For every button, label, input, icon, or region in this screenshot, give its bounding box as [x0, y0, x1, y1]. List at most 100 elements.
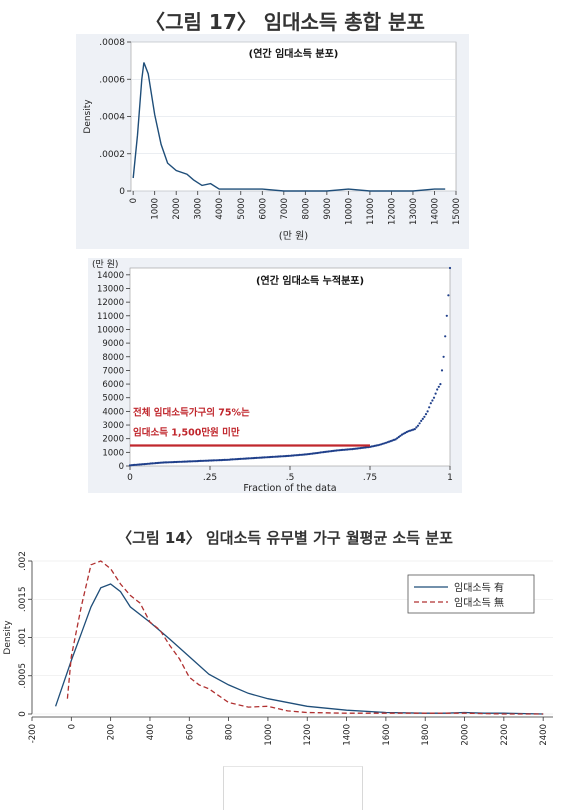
scatter-point — [336, 449, 340, 452]
scatter-point — [282, 455, 285, 458]
figure-17-title: 〈그림 17〉 임대소득 총합 분포 — [145, 10, 425, 34]
scatter-point — [192, 460, 196, 463]
scatter-point — [207, 459, 210, 462]
scatter-point — [444, 335, 447, 338]
figure-14-title: 〈그림 14〉 임대소득 유무별 가구 월평균 소득 분포 — [117, 529, 453, 547]
x-tick-label: 7000 — [280, 198, 290, 220]
y-tick-label: 0 — [119, 187, 125, 197]
scatter-point — [327, 450, 330, 453]
annotation-line-1: 전체 임대소득가구의 75%는 — [133, 407, 250, 419]
y-tick-label: .0005 — [18, 663, 28, 689]
scatter-point — [271, 455, 274, 458]
scatter-point — [223, 458, 226, 461]
y-tick-label: 1000 — [102, 448, 124, 458]
scatter-point — [184, 460, 188, 463]
scatter-point — [261, 456, 264, 459]
blank-box — [223, 766, 363, 810]
scatter-point — [359, 447, 362, 450]
x-tick-label: 400 — [146, 724, 156, 740]
scatter-point — [239, 457, 242, 460]
scatter-point — [229, 458, 232, 461]
scatter-point — [413, 428, 416, 431]
scatter-point — [170, 461, 173, 464]
scatter-point — [186, 460, 189, 463]
scatter-point — [351, 448, 354, 451]
scatter-point — [208, 459, 212, 462]
y-tick-label: 10000 — [97, 325, 124, 335]
scatter-point — [293, 454, 296, 457]
x-tick-label: 3000 — [194, 198, 204, 220]
scatter-point — [144, 462, 148, 466]
scatter-point — [149, 462, 152, 465]
scatter-point — [252, 457, 255, 460]
scatter-point — [303, 453, 306, 456]
x-tick-label: 1000 — [151, 198, 161, 220]
x-tick-label: 9000 — [323, 198, 333, 220]
x-tick-label: 600 — [185, 724, 195, 740]
scatter-point — [221, 458, 224, 462]
scatter-point — [210, 459, 213, 462]
cumulative-chart-svg: 0 1000 2000 3000 4000 5000 6000 7000 8000 9000 100… — [92, 259, 453, 494]
scatter-point — [250, 457, 253, 460]
scatter-point — [343, 448, 346, 451]
y-tick-label: .0006 — [99, 75, 125, 85]
scatter-point — [356, 447, 359, 450]
scatter-point — [247, 457, 250, 460]
scatter-point — [346, 448, 349, 451]
scatter-point — [290, 454, 293, 457]
scatter-point — [415, 426, 418, 429]
scatter-point — [200, 459, 204, 462]
scatter-point — [306, 453, 309, 456]
scatter-point — [228, 458, 231, 461]
scatter-point — [176, 460, 180, 463]
scatter-point — [188, 460, 191, 463]
scatter-point — [264, 456, 268, 459]
scatter-point — [236, 458, 239, 461]
scatter-point — [431, 399, 434, 402]
scatter-point — [220, 459, 223, 462]
x-tick-label: 200 — [107, 724, 117, 740]
scatter-point — [160, 461, 164, 464]
y-tick-label: 3000 — [102, 421, 124, 431]
x-axis-label: Fraction of the data — [243, 483, 336, 493]
x-tick-label: 800 — [225, 724, 235, 740]
scatter-point — [196, 460, 199, 463]
scatter-point — [436, 388, 439, 391]
scatter-point — [205, 459, 208, 462]
legend-label-with: 임대소득 有 — [454, 581, 504, 594]
scatter-point — [292, 454, 295, 457]
scatter-point — [304, 453, 308, 456]
scatter-point — [333, 449, 336, 452]
y-tick-label: 2000 — [102, 435, 124, 445]
density-chart-svg: 0 .0002 .0004 .0006 .0008 0 1000 2000 3000 4000 50… — [83, 38, 462, 242]
scatter-point — [349, 448, 352, 451]
scatter-point — [266, 456, 269, 459]
scatter-point — [404, 431, 407, 434]
scatter-point — [231, 458, 234, 461]
legend-label-without: 임대소득 無 — [454, 596, 504, 609]
y-tick-label: .0004 — [99, 113, 125, 123]
x-tick-label: 1 — [447, 473, 453, 483]
y-axis-label: Density — [83, 99, 93, 134]
scatter-point — [234, 458, 237, 461]
x-tick-label: 15000 — [452, 198, 462, 225]
scatter-point — [280, 455, 284, 458]
scatter-point — [133, 463, 136, 466]
scatter-point — [314, 452, 317, 455]
x-tick-label: 11000 — [366, 198, 376, 225]
density-line — [132, 62, 446, 192]
scatter-point — [128, 464, 132, 467]
x-tick-label: 13000 — [409, 198, 419, 225]
scatter-point — [448, 266, 452, 270]
scatter-point — [181, 460, 184, 463]
scatter-point — [354, 447, 357, 450]
x-tick-label: 1400 — [343, 724, 353, 746]
scatter-point — [156, 461, 159, 465]
x-tick-label: .5 — [286, 473, 295, 483]
y-tick-label: .0015 — [18, 586, 28, 612]
x-tick-label: -200 — [28, 724, 38, 743]
y-tick-label: 4000 — [102, 407, 124, 417]
scatter-point — [132, 463, 135, 467]
y-tick-label: 5000 — [102, 394, 124, 404]
scatter-point — [426, 410, 429, 413]
